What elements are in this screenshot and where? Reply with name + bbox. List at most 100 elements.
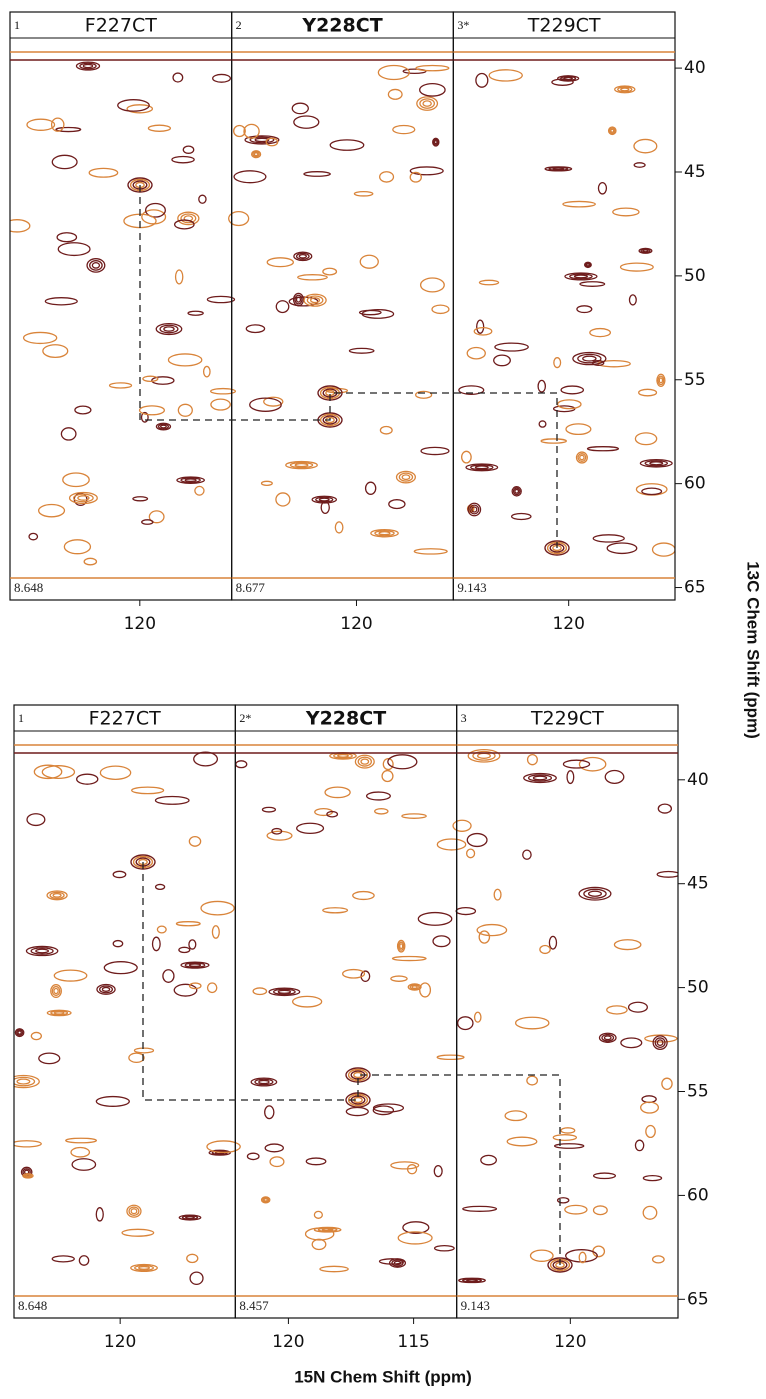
contour xyxy=(359,254,379,269)
strip-name: T229CT xyxy=(527,15,601,37)
contour xyxy=(266,830,293,841)
contour xyxy=(379,171,395,183)
contour xyxy=(510,512,532,521)
strip-shift: 9.143 xyxy=(461,1298,490,1313)
strip-name: T229CT xyxy=(530,708,604,730)
contour xyxy=(575,451,588,464)
contour xyxy=(493,888,502,901)
contour xyxy=(407,983,422,991)
contour xyxy=(254,1078,274,1086)
contour xyxy=(246,1152,260,1161)
contour xyxy=(188,836,202,847)
contour xyxy=(644,460,669,467)
contour xyxy=(133,1047,155,1054)
contour xyxy=(317,1227,338,1232)
y-tick-label: 45 xyxy=(687,874,709,894)
contour xyxy=(178,946,191,954)
contour xyxy=(413,548,448,555)
contour xyxy=(228,210,250,227)
contour xyxy=(642,1205,658,1220)
strip-frame xyxy=(456,704,679,1319)
contour xyxy=(601,1033,615,1042)
contour xyxy=(419,982,432,998)
contour xyxy=(167,353,203,367)
contour xyxy=(285,460,318,470)
contour xyxy=(388,1258,407,1268)
contour xyxy=(433,1244,455,1252)
contour xyxy=(597,181,608,195)
contour xyxy=(62,472,90,488)
contour xyxy=(401,474,411,481)
contour xyxy=(334,521,344,534)
contour xyxy=(148,510,165,524)
contour xyxy=(360,758,370,765)
strip-index: 1 xyxy=(18,711,24,725)
contour xyxy=(324,786,351,799)
contour xyxy=(155,322,183,336)
contour xyxy=(607,126,617,136)
contour xyxy=(466,832,488,848)
contour xyxy=(16,1029,24,1036)
contour xyxy=(180,477,201,484)
contour xyxy=(388,499,406,510)
contour xyxy=(365,791,391,801)
contour xyxy=(117,99,150,112)
y-tick-label: 40 xyxy=(687,770,709,790)
contour xyxy=(293,251,313,262)
contour xyxy=(49,891,65,900)
contour xyxy=(401,813,427,819)
contour xyxy=(52,892,62,898)
contour xyxy=(656,1039,664,1046)
contour xyxy=(14,1028,25,1038)
y-tick-label: 55 xyxy=(687,1082,709,1102)
contour xyxy=(209,387,237,395)
contour xyxy=(472,750,496,761)
contour xyxy=(563,76,573,81)
contour xyxy=(585,263,590,267)
contour xyxy=(402,68,427,75)
contour xyxy=(613,939,642,951)
contour xyxy=(28,532,39,541)
contour xyxy=(633,162,646,168)
contour xyxy=(379,425,393,435)
contour xyxy=(395,470,416,484)
contour xyxy=(44,297,78,306)
contour xyxy=(108,382,133,389)
contour xyxy=(639,459,673,468)
strip-name: F227CT xyxy=(89,708,161,730)
contour xyxy=(569,273,593,280)
contour xyxy=(182,145,195,154)
peak-contour xyxy=(544,540,570,556)
contour xyxy=(291,102,309,115)
contour xyxy=(318,497,330,502)
contour xyxy=(432,138,439,146)
contour xyxy=(212,73,231,83)
contour xyxy=(357,756,373,767)
contour xyxy=(620,1037,643,1049)
contour xyxy=(233,124,246,138)
contour xyxy=(33,764,63,780)
contour xyxy=(173,219,195,230)
contour xyxy=(53,987,59,995)
contour xyxy=(14,1140,42,1148)
contour xyxy=(417,911,453,926)
contour xyxy=(95,1207,104,1222)
contour xyxy=(573,274,588,279)
contour xyxy=(415,64,450,72)
contour xyxy=(75,61,101,71)
contour xyxy=(289,461,314,469)
strip-index: 3 xyxy=(461,711,467,725)
contour xyxy=(249,397,282,412)
contour xyxy=(55,126,82,133)
contour xyxy=(53,969,88,982)
contour xyxy=(475,72,489,88)
strip-index: 3* xyxy=(457,18,469,32)
y-tick-label: 55 xyxy=(684,370,706,390)
contour xyxy=(99,985,114,994)
contour xyxy=(30,947,54,955)
x-tick-label: 115 xyxy=(397,1332,429,1352)
contour xyxy=(151,376,175,385)
contour xyxy=(560,385,585,395)
contour xyxy=(159,424,167,429)
contour xyxy=(532,775,548,781)
